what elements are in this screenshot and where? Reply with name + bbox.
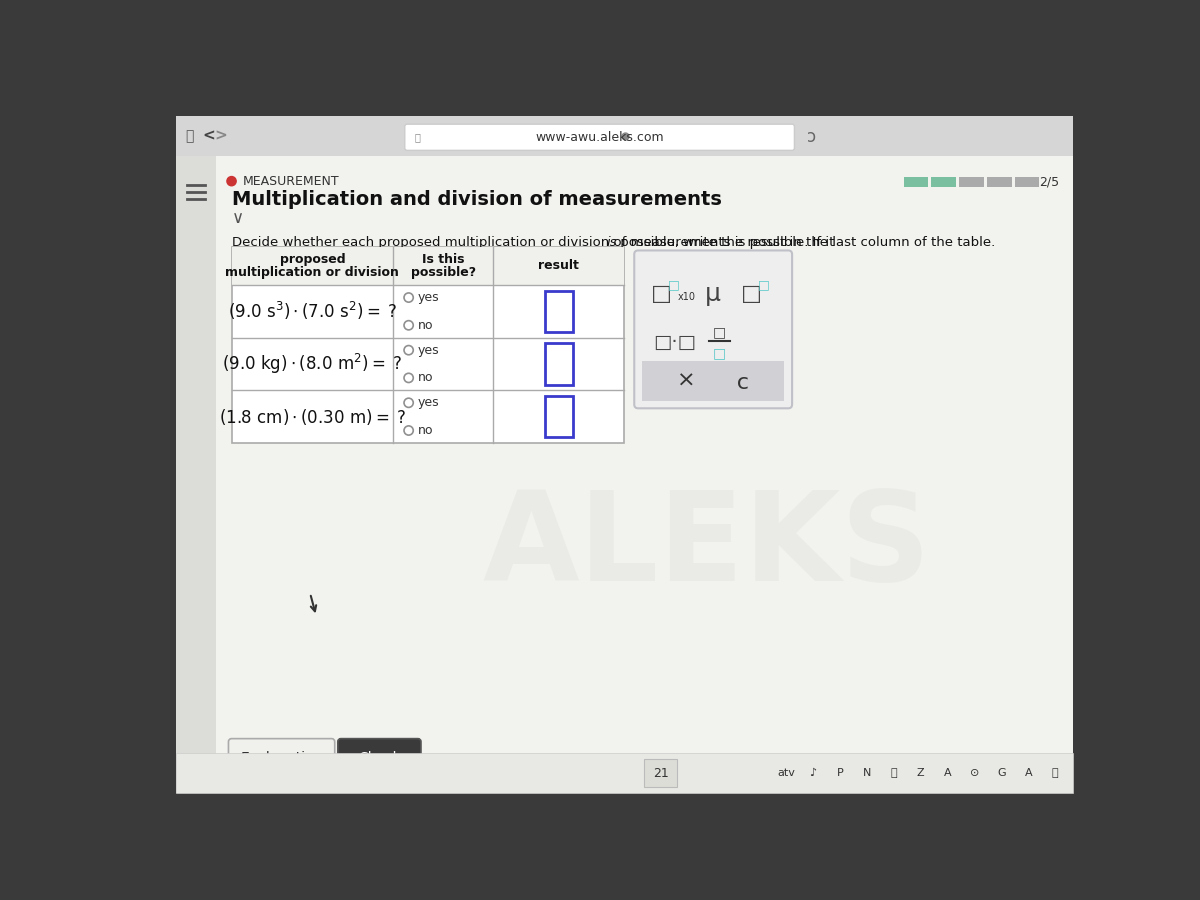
Text: Decide whether each proposed multiplication or division of measurements is possi: Decide whether each proposed multiplicat… xyxy=(232,236,838,249)
Text: ↄ: ↄ xyxy=(806,129,816,147)
FancyBboxPatch shape xyxy=(404,124,794,150)
Text: □: □ xyxy=(740,284,762,304)
Bar xyxy=(959,176,984,187)
Text: □: □ xyxy=(650,284,672,304)
Text: $(9.0\ \mathrm{kg})\cdot(8.0\ \mathrm{m}^{2})=\;?$: $(9.0\ \mathrm{kg})\cdot(8.0\ \mathrm{m}… xyxy=(222,352,403,376)
Bar xyxy=(931,176,956,187)
Text: yes: yes xyxy=(418,344,439,356)
Text: ♪: ♪ xyxy=(810,769,816,778)
Text: Multiplication and division of measurements: Multiplication and division of measureme… xyxy=(232,190,721,209)
Text: result: result xyxy=(539,259,580,273)
Text: x10: x10 xyxy=(678,292,696,302)
Text: A: A xyxy=(1025,769,1032,778)
Text: Is this: Is this xyxy=(422,253,464,266)
Text: $(9.0\ \mathrm{s}^{3})\cdot(7.0\ \mathrm{s}^{2})=\;?$: $(9.0\ \mathrm{s}^{3})\cdot(7.0\ \mathrm… xyxy=(228,301,397,322)
Text: ⬜: ⬜ xyxy=(186,129,194,143)
Text: □: □ xyxy=(757,279,769,292)
Text: 2/5: 2/5 xyxy=(1039,176,1060,188)
Text: yes: yes xyxy=(418,291,439,304)
Text: 🗑: 🗑 xyxy=(1052,769,1058,778)
Text: μ: μ xyxy=(706,283,721,306)
Bar xyxy=(986,176,1012,187)
FancyBboxPatch shape xyxy=(635,250,792,409)
Text: □: □ xyxy=(667,279,679,292)
Circle shape xyxy=(227,176,236,185)
Text: □: □ xyxy=(713,346,726,360)
Text: atv: atv xyxy=(778,769,796,778)
Text: is: is xyxy=(606,236,617,249)
Text: no: no xyxy=(418,319,433,332)
Bar xyxy=(176,156,216,793)
Bar xyxy=(176,116,1073,156)
Text: 📶: 📶 xyxy=(890,769,898,778)
Bar xyxy=(642,361,785,400)
Text: ×: × xyxy=(677,371,696,391)
Text: www-awu.aleks.com: www-awu.aleks.com xyxy=(535,130,664,144)
FancyBboxPatch shape xyxy=(338,739,421,777)
Text: ↄ: ↄ xyxy=(734,371,746,391)
Text: $(1.8\ \mathrm{cm})\cdot(0.30\ \mathrm{m})=\;?$: $(1.8\ \mathrm{cm})\cdot(0.30\ \mathrm{m… xyxy=(218,407,406,427)
Text: □·□: □·□ xyxy=(654,333,696,353)
Text: □: □ xyxy=(713,325,726,339)
Bar xyxy=(1015,176,1039,187)
Bar xyxy=(643,760,678,788)
Text: no: no xyxy=(418,372,433,384)
Text: P: P xyxy=(836,769,844,778)
Text: Explanation: Explanation xyxy=(240,751,323,765)
Text: MEASUREMENT: MEASUREMENT xyxy=(244,175,340,188)
FancyBboxPatch shape xyxy=(228,739,335,777)
Text: G: G xyxy=(997,769,1006,778)
Text: ∨: ∨ xyxy=(232,209,244,227)
Bar xyxy=(232,247,624,443)
Text: >: > xyxy=(215,128,227,143)
Text: Z: Z xyxy=(917,769,924,778)
Text: Check: Check xyxy=(358,751,401,765)
Text: A: A xyxy=(943,769,952,778)
Bar xyxy=(545,291,572,332)
Text: © 2023 McGraw Hill LLC. All Rights Reserved.   Terms of Use | Privacy Center: © 2023 McGraw Hill LLC. All Rights Reser… xyxy=(673,778,1050,788)
Text: N: N xyxy=(863,769,871,778)
Text: no: no xyxy=(418,424,433,437)
Text: ⊙: ⊙ xyxy=(970,769,979,778)
Bar xyxy=(545,396,572,437)
Text: 🔒: 🔒 xyxy=(415,132,421,142)
Text: possible?: possible? xyxy=(410,266,476,278)
Bar xyxy=(232,247,624,285)
Text: proposed: proposed xyxy=(280,253,346,266)
Bar xyxy=(176,753,1073,793)
Bar xyxy=(545,343,572,385)
Text: yes: yes xyxy=(418,396,439,410)
Bar xyxy=(904,176,929,187)
Text: multiplication or division: multiplication or division xyxy=(226,266,400,278)
Text: 21: 21 xyxy=(653,767,668,779)
Text: possible, write the result in the last column of the table.: possible, write the result in the last c… xyxy=(616,236,995,249)
Text: ALEKS: ALEKS xyxy=(482,486,930,608)
Text: <: < xyxy=(202,128,215,143)
